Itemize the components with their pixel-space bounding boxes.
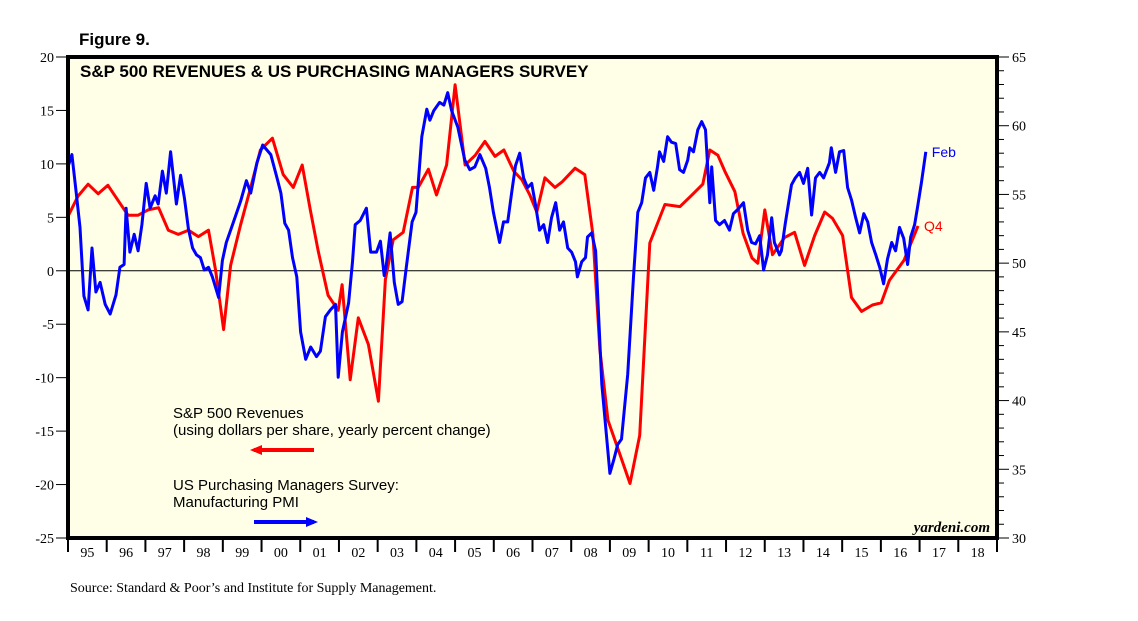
left-tick-label: -25 [35, 532, 54, 547]
left-tick-label: 5 [47, 211, 54, 226]
x-tick-label: 14 [816, 546, 830, 561]
left-tick-label: 15 [40, 104, 54, 119]
x-tick-label: 09 [622, 546, 636, 561]
arrow-left-icon [250, 445, 262, 455]
chart-title: S&P 500 REVENUES & US PURCHASING MANAGER… [80, 62, 589, 81]
x-tick-label: 08 [584, 546, 598, 561]
plot-area [68, 57, 997, 538]
x-tick-label: 03 [390, 546, 404, 561]
legend-label: Manufacturing PMI [173, 494, 299, 511]
left-tick-label: 0 [47, 265, 54, 280]
x-tick-label: 96 [119, 546, 133, 561]
x-tick-label: 00 [274, 546, 288, 561]
legend-label: S&P 500 Revenues [173, 405, 304, 422]
x-tick-label: 97 [158, 546, 172, 561]
right-tick-label: 60 [1012, 120, 1026, 135]
x-tick-label: 10 [661, 546, 675, 561]
x-tick-label: 98 [196, 546, 210, 561]
x-tick-label: 13 [777, 546, 791, 561]
left-tick-label: 20 [40, 51, 54, 66]
right-tick-label: 65 [1012, 51, 1026, 66]
pmi-line [66, 91, 928, 475]
x-tick-label: 16 [893, 546, 907, 561]
pmi-end-label: Feb [932, 144, 956, 160]
left-tick-label: -5 [42, 318, 54, 333]
x-tick-label: 12 [738, 546, 752, 561]
left-tick-label: -20 [35, 479, 54, 494]
right-tick-label: 30 [1012, 532, 1026, 547]
left-tick-label: 10 [40, 158, 54, 173]
arrow-right-icon [306, 517, 318, 527]
x-tick-label: 99 [235, 546, 249, 561]
x-tick-label: 15 [855, 546, 869, 561]
x-tick-label: 18 [971, 546, 985, 561]
x-tick-label: 06 [506, 546, 520, 561]
series-layer: Q4 Feb [66, 83, 956, 485]
source-note: Source: Standard & Poor’s and Institute … [70, 581, 436, 596]
watermark: yardeni.com [912, 520, 990, 536]
x-axis: 95 96 97 98 99 00 01 02 03 04 05 06 07 08 09 10 11 12 13 14… [67, 538, 998, 561]
x-tick-label: 05 [467, 546, 481, 561]
legend-label: US Purchasing Managers Survey: [173, 477, 399, 494]
right-tick-label: 55 [1012, 188, 1026, 203]
figure-label: Figure 9. [79, 30, 150, 49]
right-tick-label: 35 [1012, 463, 1026, 478]
legend-label: (using dollars per share, yearly percent… [173, 422, 491, 439]
plot-frame [66, 55, 999, 540]
right-tick-label: 40 [1012, 395, 1026, 410]
left-y-axis: 20 15 10 5 0 -5 -10 -15 -20 -25 [35, 51, 68, 547]
right-tick-label: 50 [1012, 257, 1026, 272]
legend: S&P 500 Revenues(using dollars per share… [173, 405, 491, 527]
x-tick-label: 95 [80, 546, 94, 561]
x-tick-label: 07 [545, 546, 559, 561]
revenues-end-label: Q4 [924, 218, 943, 234]
x-tick-label: 01 [313, 546, 327, 561]
x-tick-label: 17 [932, 546, 946, 561]
revenues-line [66, 83, 920, 485]
left-tick-label: -15 [35, 425, 54, 440]
x-tick-label: 11 [700, 546, 713, 561]
right-tick-label: 45 [1012, 326, 1026, 341]
x-tick-label: 04 [429, 546, 443, 561]
x-tick-label: 02 [351, 546, 365, 561]
right-y-axis: 65 60 55 50 45 40 35 30 [997, 51, 1026, 547]
left-tick-label: -10 [35, 372, 54, 387]
